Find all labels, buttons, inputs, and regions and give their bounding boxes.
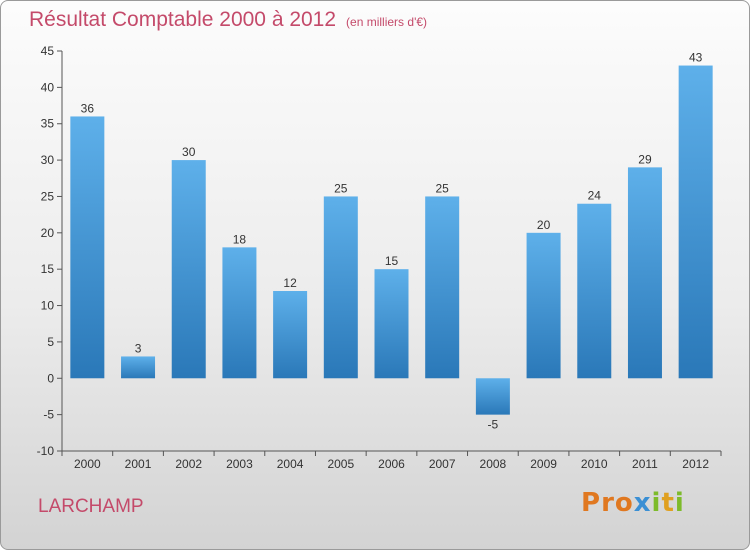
brand-logo: Proxiti	[581, 488, 685, 518]
bar	[171, 160, 206, 379]
bar-value-label: 29	[638, 152, 652, 166]
x-tick-label: 2005	[327, 457, 354, 471]
y-tick-label: 15	[41, 262, 55, 276]
bar	[222, 247, 257, 379]
y-tick-label: 35	[41, 117, 55, 131]
bar-value-label: 18	[233, 232, 247, 246]
bar-value-label: 25	[436, 181, 450, 195]
bar	[425, 196, 460, 379]
brand-letter: i	[651, 488, 662, 518]
y-tick-label: 45	[41, 44, 55, 58]
bar-value-label: 25	[334, 181, 348, 195]
x-tick-label: 2012	[682, 457, 709, 471]
x-tick-label: 2010	[581, 457, 608, 471]
y-tick-label: 20	[41, 226, 55, 240]
chart-title-text: Résultat Comptable 2000 à 2012	[29, 8, 337, 31]
chart-unit: (en milliers d'€)	[346, 15, 428, 29]
bar	[627, 167, 662, 379]
brand-letter: t	[661, 488, 675, 518]
y-tick-label: 25	[41, 189, 55, 203]
x-tick-label: 2006	[378, 457, 405, 471]
bar-value-label: 30	[182, 145, 196, 159]
x-tick-label: 2008	[480, 457, 507, 471]
x-tick-label: 2004	[277, 457, 304, 471]
brand-letter: x	[633, 488, 652, 518]
y-tick-label: 40	[41, 80, 55, 94]
bar	[374, 269, 409, 379]
bar	[121, 356, 156, 379]
bar	[526, 232, 561, 379]
y-tick-label: 30	[41, 153, 55, 167]
bar	[70, 116, 105, 379]
y-tick-label: 5	[47, 335, 54, 349]
bar	[678, 65, 713, 379]
chart-title: Résultat Comptable 2000 à 2012 (en millie…	[29, 8, 427, 32]
x-tick-label: 2009	[530, 457, 557, 471]
x-tick-label: 2000	[74, 457, 101, 471]
x-tick-label: 2007	[429, 457, 456, 471]
y-tick-label: 10	[41, 299, 55, 313]
bar-value-label: 3	[135, 341, 142, 355]
brand-letter: o	[614, 488, 634, 518]
x-tick-label: 2001	[125, 457, 152, 471]
y-tick-label: -5	[43, 408, 54, 422]
bar-value-label: 20	[537, 218, 551, 232]
bar-value-label: 36	[81, 101, 95, 115]
bar-value-label: 12	[283, 276, 297, 290]
bar-value-label: -5	[488, 418, 499, 432]
brand-letter: P	[581, 488, 602, 518]
bar-value-label: 43	[689, 51, 703, 65]
brand-letter: r	[601, 488, 615, 518]
x-tick-label: 2002	[175, 457, 202, 471]
bar	[273, 291, 308, 379]
bar	[475, 378, 510, 415]
bar-value-label: 15	[385, 254, 399, 268]
bar	[577, 203, 612, 379]
x-tick-label: 2011	[632, 457, 658, 471]
bar	[323, 196, 358, 379]
bar-value-label: 24	[588, 189, 602, 203]
x-tick-label: 2003	[226, 457, 253, 471]
y-tick-label: -10	[37, 444, 55, 458]
brand-letter: i	[674, 488, 685, 518]
place-name: LARCHAMP	[38, 496, 144, 517]
y-tick-label: 0	[47, 371, 54, 385]
